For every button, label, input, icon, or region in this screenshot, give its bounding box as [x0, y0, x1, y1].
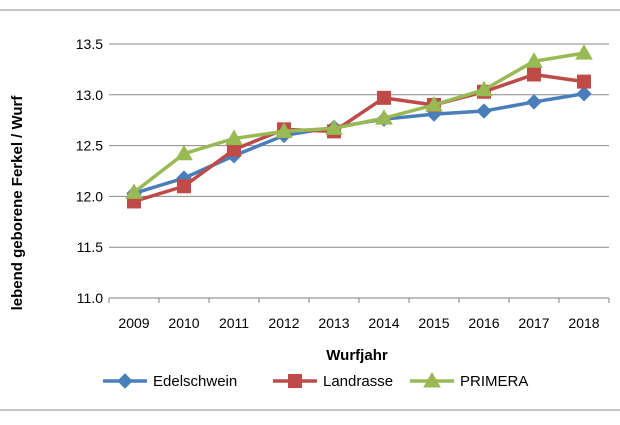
x-tick-label: 2017	[518, 315, 549, 331]
y-tick-label: 13.5	[76, 36, 103, 52]
y-tick-label: 13.0	[76, 87, 103, 103]
x-tick-label: 2009	[118, 315, 149, 331]
data-point-primera	[525, 52, 543, 68]
x-tick-label: 2015	[418, 315, 449, 331]
data-point-landrasse	[177, 179, 191, 194]
series-landrasse	[127, 67, 591, 209]
legend-item-edelschwein: Edelschwein	[103, 373, 237, 390]
y-tick-label: 12.5	[76, 138, 103, 154]
series-line-edelschwein	[133, 92, 585, 196]
legend-marker-edelschwein	[117, 373, 133, 389]
x-tick-label: 2016	[468, 315, 499, 331]
series-primera	[125, 44, 593, 199]
legend-marker-landrasse	[288, 374, 302, 388]
data-point-primera	[375, 109, 393, 125]
y-tick-label: 12.0	[76, 188, 103, 204]
data-point-primera	[175, 144, 193, 161]
series-line-landrasse	[133, 72, 585, 204]
x-tick-label: 2014	[368, 315, 399, 331]
data-point-edelschwein	[476, 103, 492, 119]
data-point-primera	[425, 95, 443, 112]
series-edelschwein	[126, 86, 592, 202]
y-axis-title: lebend geborene Ferkel / Wurf	[9, 95, 26, 311]
data-point-primera	[475, 80, 493, 97]
data-point-primera	[575, 44, 593, 60]
data-point-primera	[225, 129, 243, 145]
legend-item-landrasse: Landrasse	[273, 373, 393, 390]
legend-label-landrasse: Landrasse	[323, 373, 393, 390]
x-tick-label: 2012	[268, 315, 299, 331]
x-tick-label: 2018	[568, 315, 599, 331]
data-point-landrasse	[577, 74, 591, 89]
legend-label-primera: PRIMERA	[460, 373, 528, 390]
data-point-edelschwein	[526, 94, 542, 110]
data-point-primera	[125, 183, 143, 199]
x-axis-title: Wurfjahr	[326, 347, 388, 364]
data-point-primera	[325, 119, 343, 135]
legend-label-edelschwein: Edelschwein	[153, 373, 237, 390]
data-point-landrasse	[227, 142, 241, 157]
y-tick-label: 11.0	[77, 290, 103, 306]
legend-marker-primera	[423, 371, 441, 388]
legend-item-primera: PRIMERA	[410, 371, 528, 390]
x-tick-label: 2010	[168, 315, 199, 331]
data-point-primera	[275, 122, 293, 138]
x-tick-label: 2011	[219, 315, 249, 331]
x-tick-label: 2013	[318, 315, 349, 331]
data-point-landrasse	[377, 90, 391, 105]
y-tick-label: 11.5	[77, 239, 103, 255]
series-line-primera	[132, 51, 585, 194]
data-point-edelschwein	[576, 86, 592, 102]
data-point-landrasse	[527, 67, 541, 82]
